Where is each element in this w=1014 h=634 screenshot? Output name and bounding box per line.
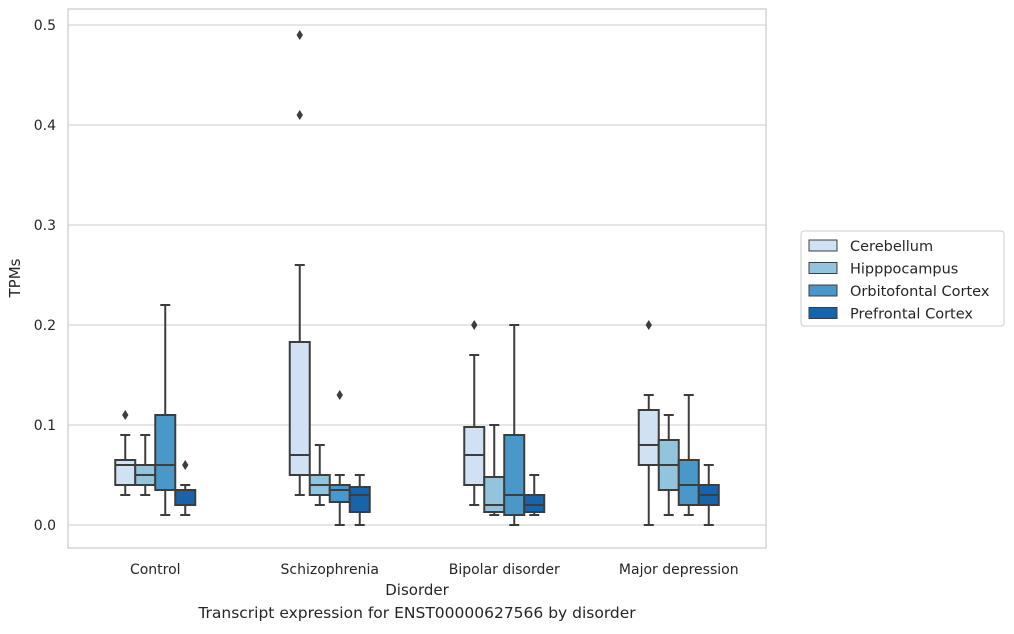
- legend-swatch: [808, 262, 838, 274]
- legend-swatch: [808, 284, 838, 297]
- x-axis-ticks: Control Schizophrenia Bipolar disorder Majo…: [130, 562, 739, 578]
- x-tick-label: Major depression: [619, 562, 739, 578]
- outlier-point: [645, 320, 652, 330]
- outlier-point: [296, 30, 303, 40]
- box: [637, 409, 660, 466]
- y-axis-ticks: 0.0 0.1 0.2 0.3 0.4 0.5: [34, 18, 56, 534]
- legend: Cerebellum Hipppocampus Orbitofontal Corte…: [800, 230, 1005, 327]
- legend-label: Hipppocampus: [850, 262, 958, 278]
- chart-caption: Transcript expression for ENST0000062756…: [198, 604, 636, 622]
- legend-label: Cerebellum: [850, 239, 933, 255]
- box: [483, 476, 506, 513]
- box: [174, 489, 197, 506]
- x-tick-label: Control: [130, 562, 181, 578]
- y-tick-label: 0.0: [34, 518, 56, 534]
- x-tick-label: Schizophrenia: [281, 562, 379, 578]
- box: [348, 486, 371, 513]
- x-axis-label: Disorder: [385, 581, 449, 599]
- box-group: [463, 320, 546, 526]
- box-groups: [114, 30, 720, 526]
- box-group: [114, 304, 197, 516]
- legend-item: Prefrontal Cortex: [808, 307, 973, 323]
- box: [114, 459, 137, 486]
- y-axis-label: TPMs: [6, 258, 24, 298]
- y-tick-label: 0.4: [34, 118, 56, 134]
- legend-item: Cerebellum: [808, 239, 933, 255]
- plot-area-frame: [67, 8, 767, 549]
- y-tick-label: 0.3: [34, 218, 56, 234]
- box: [677, 459, 700, 506]
- y-tick-label: 0.2: [34, 318, 56, 334]
- outlier-point: [122, 410, 129, 420]
- outlier-point: [471, 320, 478, 330]
- legend-label: Orbitofontal Cortex: [850, 284, 990, 300]
- legend-swatch: [808, 239, 838, 252]
- legend-item: Hipppocampus: [808, 262, 958, 278]
- y-tick-label: 0.5: [34, 18, 56, 34]
- outlier-point: [336, 390, 343, 400]
- box: [154, 414, 177, 491]
- legend-swatch: [808, 307, 838, 319]
- legend-label: Prefrontal Cortex: [850, 307, 973, 323]
- legend-item: Orbitofontal Cortex: [808, 284, 990, 300]
- box: [288, 341, 311, 476]
- outlier-point: [182, 460, 189, 470]
- box: [328, 484, 351, 503]
- box-group: [288, 30, 371, 526]
- legend-frame: [800, 230, 1005, 327]
- box: [523, 494, 546, 513]
- outlier-point: [296, 110, 303, 120]
- box: [503, 434, 526, 516]
- y-tick-label: 0.1: [34, 418, 56, 434]
- x-tick-label: Bipolar disorder: [449, 562, 560, 578]
- box-group: [637, 320, 720, 526]
